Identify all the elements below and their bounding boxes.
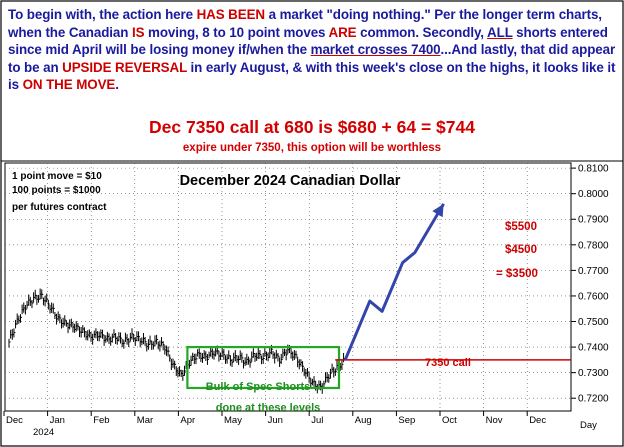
y-tick-label: 0.7300 (578, 368, 609, 379)
info-line-3: per futures contract (12, 202, 107, 213)
x-tick-label: Jul (311, 415, 323, 426)
y-tick-label: 0.7600 (578, 291, 609, 302)
x-tick-label: Jun (268, 415, 283, 426)
subline: expire under 7350, this option will be w… (182, 142, 442, 154)
projection-arrow-line (343, 203, 445, 361)
x-tick-label: Aug (355, 415, 372, 426)
target-3: = $3500 (496, 268, 538, 280)
target-1: $5500 (505, 221, 537, 233)
x-tick-label: Feb (93, 415, 109, 426)
y-tick-label: 0.7900 (578, 215, 609, 226)
y-tick-label: 0.8000 (578, 189, 609, 200)
y-tick-label: 0.7800 (578, 240, 609, 251)
x-tick-label: Nov (486, 415, 503, 426)
x-tick-label: Dec (6, 415, 23, 426)
x-tick-label: Dec (529, 415, 546, 426)
target-2: $4500 (505, 244, 537, 256)
call-label: 7350 call (425, 357, 471, 369)
y-tick-label: 0.7500 (578, 317, 609, 328)
x-tick-label: Sep (398, 415, 415, 426)
info-line-1: 1 point move = $10 (12, 171, 102, 182)
year-label: 2024 (33, 427, 54, 438)
x-tick-label: May (224, 415, 242, 426)
spec-shorts-box (186, 345, 341, 390)
y-tick-label: 0.7700 (578, 266, 609, 277)
y-tick-label: 0.8100 (578, 164, 609, 175)
y-tick-label: 0.7400 (578, 343, 609, 354)
commentary-text: To begin with, the action here HAS BEEN … (8, 7, 616, 93)
axis-corner-label: Day (580, 420, 597, 431)
x-tick-label: Mar (137, 415, 153, 426)
x-tick-label: Jan (50, 415, 65, 426)
info-line-2: 100 points = $1000 (12, 185, 101, 196)
box-label: Bulk of Spec Shorts (206, 381, 311, 393)
projection-arrow-head (432, 203, 444, 218)
box-below-label: done at these levels (216, 402, 321, 414)
headline: Dec 7350 call at 680 is $680 + 64 = $744 (149, 117, 475, 137)
x-tick-label: Oct (442, 415, 457, 426)
x-tick-label: Apr (180, 415, 195, 426)
y-tick-label: 0.7200 (578, 394, 609, 405)
chart-title: December 2024 Canadian Dollar (180, 173, 401, 189)
